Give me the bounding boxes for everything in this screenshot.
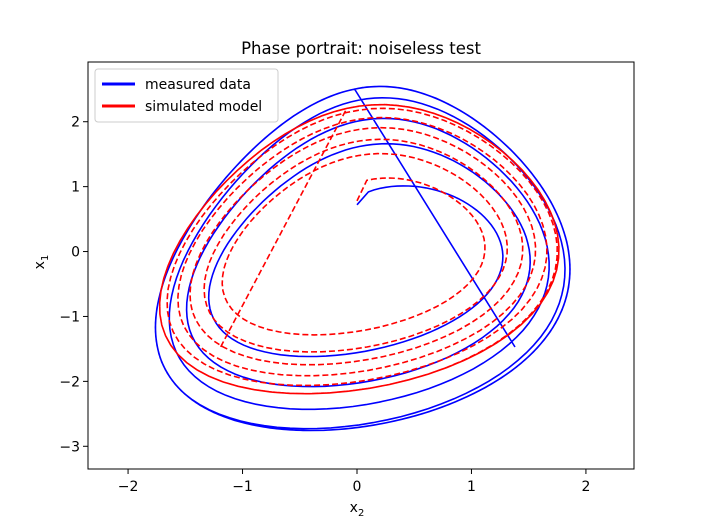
y-tick-label: −3 [59,439,80,455]
y-tick-label: 2 [71,115,80,131]
y-axis-label-subscript: 1 [40,255,51,261]
x-tick-label: 0 [353,479,362,495]
legend-label-measured: measured data [145,77,251,93]
y-tick-label: 1 [71,180,80,196]
x-tick-label: −2 [118,479,139,495]
plot-frame [87,61,635,470]
y-axis-label: x1 [32,255,51,270]
chart-title: Phase portrait: noiseless test [241,39,481,58]
y-tick-label: −2 [59,374,80,390]
x-axis-label-subscript: 2 [358,508,364,519]
x-axis-label: x2 [350,500,365,519]
series-layer [154,85,571,432]
legend: measured data simulated model [94,68,279,123]
x-tick-label: −1 [232,479,253,495]
x-tick-label: 1 [467,479,476,495]
legend-label-simulated: simulated model [145,99,262,115]
ticks-layer: −2 −1 0 1 2 2 1 0 −1 −2 −3 [59,115,590,495]
series-line-measured [154,85,571,432]
series-line-simulated [158,103,560,395]
x-tick-label: 2 [581,479,590,495]
y-tick-label: 0 [71,245,80,261]
y-tick-label: −1 [59,309,80,325]
legend-box [94,68,279,123]
